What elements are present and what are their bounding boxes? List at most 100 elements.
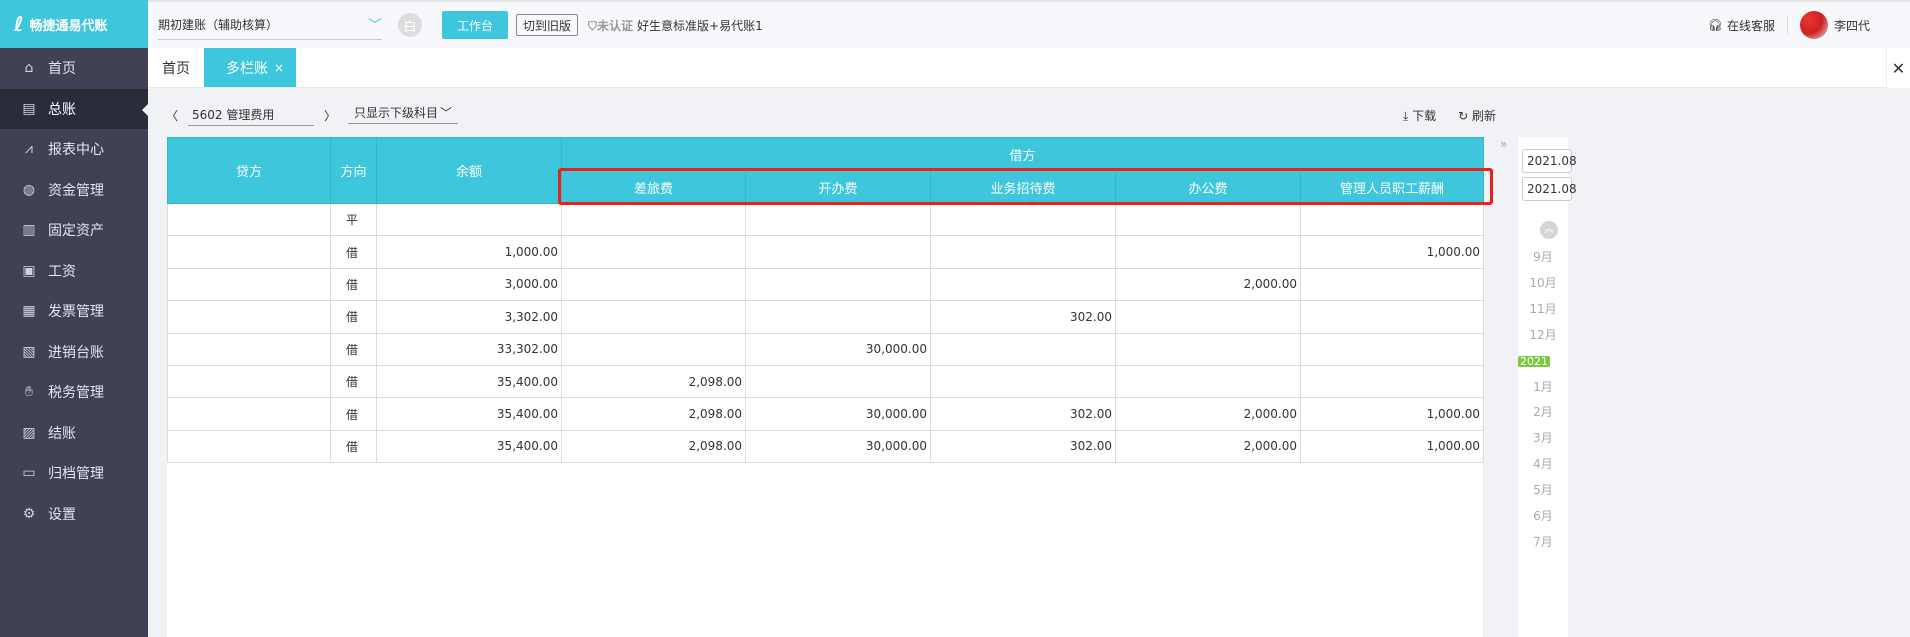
sidebar-item[interactable]: ▦ 发票管理 [0,291,148,332]
table-cell[interactable]: 1,000.00 [376,235,562,269]
chart-icon: ⩘ [25,141,33,158]
table-cell [745,267,931,302]
month-item[interactable]: 11月 [1529,301,1557,316]
sidebar-item[interactable]: ◍ 资金管理 [0,170,148,211]
table-cell[interactable]: 302.00 [930,300,1116,334]
sidebar-item[interactable]: ✋︎ 税务管理 [0,372,148,413]
tab-home[interactable]: 首页 [148,48,204,87]
month-item[interactable]: 3月 [1533,431,1553,446]
month-item[interactable]: 9月 [1533,250,1553,264]
sidebar-item[interactable]: ▥ 固定资产 [0,210,148,251]
table-cell: 借 [330,429,377,464]
table-cell[interactable]: 2,000.00 [1115,397,1301,431]
sidebar-item[interactable]: ▧ 进销台账 [0,332,148,373]
table-cell[interactable]: 2,000.00 [1115,429,1301,464]
avatar[interactable] [1799,11,1828,39]
year-marker[interactable]: 2021 [1518,354,1550,368]
table-cell[interactable]: 3,000.00 [376,267,562,302]
sidebar-item[interactable]: ⌂ 首页 [0,48,148,89]
table-cell[interactable]: 302.00 [930,397,1116,431]
chevron-down-icon: ﹀ [368,17,382,34]
scroll-up-icon[interactable]: ︽ [1540,221,1558,239]
workbench-button[interactable]: 工作台 [442,11,508,39]
home-icon: ⌂ [24,60,34,77]
table-cell [376,202,562,237]
online-support-link[interactable]: 在线客服 [1726,18,1775,33]
period-end-input[interactable]: 2021.08 [1522,177,1577,201]
inventory-icon: ▧ [22,343,36,360]
logo[interactable]: ℓ 畅捷通易代账 [0,0,148,48]
table-cell [930,202,1116,237]
table-cell [561,332,746,366]
certification-status[interactable]: ⛉未认证 [588,17,633,34]
gear-icon: ⚙ [22,505,36,522]
month-item[interactable]: 5月 [1533,483,1553,498]
table-cell[interactable]: 3,302.00 [376,300,562,334]
month-item[interactable]: 4月 [1533,457,1553,472]
table-row: 借 1,000.00 1,000.00 [167,235,1484,269]
sidebar-item[interactable]: ⚙ 设置 [0,494,148,535]
month-item[interactable]: 1月 [1533,379,1553,394]
top-bar: 期初建账（辅助核算） ﹀ 白 工作台 切到旧版 ⛉未认证 好生意标准版+易代账1 … [148,0,1910,48]
table-cell[interactable]: 2,000.00 [1115,267,1301,302]
tab-multi-column-ledger[interactable]: 多栏账 × [204,48,297,87]
month-item[interactable]: 6月 [1533,509,1553,524]
sidebar-item-label: 资金管理 [48,182,104,199]
sidebar-item[interactable]: ▣ 工资 [0,251,148,292]
prev-subject-button[interactable]: 〈 [166,108,179,123]
table-cell [167,429,331,464]
table-cell: 平 [330,202,377,237]
table-cell [167,364,331,399]
subject-select[interactable]: 5602 管理费用 [188,104,315,126]
table-cell[interactable]: 35,400.00 [376,429,562,464]
table-cell [561,235,746,269]
period-panel: 2021.08 2021.08 [1518,137,1577,637]
table-cell[interactable]: 2,098.00 [561,397,746,431]
sidebar-item[interactable]: ▤ 总账 [0,88,148,129]
table-cell[interactable]: 35,400.00 [376,364,562,399]
user-name[interactable]: 李四代 [1833,18,1870,33]
sidebar-item-label: 报表中心 [48,142,104,159]
table-cell[interactable]: 2,098.00 [561,364,746,399]
table-cell [561,300,746,334]
account-select[interactable]: 期初建账（辅助核算） ﹀ [158,10,382,40]
table-cell[interactable]: 2,098.00 [561,429,746,464]
table-cell[interactable]: 302.00 [930,429,1116,464]
table-cell[interactable]: 33,302.00 [376,332,562,366]
close-all-tabs-icon[interactable]: ✕ [1886,48,1910,88]
table-cell [745,202,931,237]
filter-select[interactable]: 只显示下级科目 ﹀ [348,102,458,124]
account-name: 期初建账（辅助核算） [158,18,279,32]
table-cell[interactable]: 1,000.00 [1300,235,1484,269]
month-item[interactable]: 12月 [1529,327,1557,342]
table-cell[interactable]: 1,000.00 [1300,429,1484,464]
month-item[interactable]: 7月 [1533,534,1553,549]
table-cell [745,364,931,399]
table-cell[interactable]: 30,000.00 [745,397,931,431]
period-start-input[interactable]: 2021.08 [1522,149,1577,173]
table-cell[interactable]: 30,000.00 [745,332,931,366]
refresh-button[interactable]: ↻ 刷新 [1458,107,1496,124]
table-cell[interactable]: 35,400.00 [376,397,562,431]
switch-old-version-button[interactable]: 切到旧版 [516,14,579,36]
month-item[interactable]: 10月 [1529,275,1557,290]
collapse-panel-icon[interactable]: » [1500,137,1508,151]
chevron-down-icon: ﹀ [439,106,452,120]
sidebar-item[interactable]: ▭ 归档管理 [0,453,148,494]
month-item[interactable]: 2月 [1533,405,1553,420]
sidebar-item[interactable]: ▨ 结账 [0,413,148,454]
sidebar-item[interactable]: ⩘ 报表中心 [0,129,148,170]
table-cell: 借 [330,332,377,366]
close-icon[interactable]: × [274,60,285,75]
notes-icon[interactable]: 白 [398,13,422,37]
table-cell [1300,364,1484,399]
download-button[interactable]: ⤓ 下载 [1403,107,1436,124]
next-subject-button[interactable]: 〉 [324,108,337,123]
tab-label: 多栏账 [226,60,268,77]
table-cell[interactable]: 1,000.00 [1300,397,1484,431]
table-cell [167,202,331,237]
table-cell[interactable]: 30,000.00 [745,429,931,464]
invoice-icon: ▦ [22,303,36,320]
table-row: 借 33,302.00 30,000.00 [167,332,1484,366]
table-cell [930,235,1116,269]
